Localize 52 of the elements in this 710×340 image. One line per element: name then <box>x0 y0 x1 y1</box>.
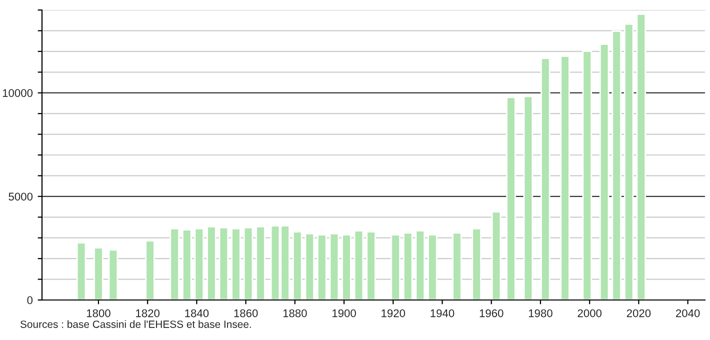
bar <box>624 23 634 300</box>
bar <box>472 228 482 300</box>
bar <box>366 231 376 300</box>
bar <box>218 227 229 300</box>
bar <box>194 228 204 300</box>
bar <box>145 240 155 300</box>
bar <box>415 230 426 300</box>
bar <box>292 231 302 300</box>
bar <box>403 232 413 300</box>
bar <box>76 242 86 300</box>
bar <box>243 227 254 300</box>
bar <box>599 43 610 300</box>
source-note: Sources : base Cassini de l'EHESS et base Insee. <box>20 320 251 328</box>
bar <box>452 232 462 300</box>
bar <box>256 226 266 300</box>
x-tick-label: 2020 <box>626 309 651 318</box>
bar <box>206 226 216 300</box>
x-tick-label: 1960 <box>480 309 504 318</box>
y-tick-label: 0 <box>27 296 33 304</box>
y-tick-label: 10000 <box>2 89 33 97</box>
bar <box>560 56 570 300</box>
x-tick-label: 1980 <box>528 309 552 318</box>
x-tick-label: 1800 <box>86 309 110 318</box>
x-tick-label: 1860 <box>234 309 258 318</box>
bar <box>506 96 516 300</box>
bar <box>428 234 438 300</box>
bar <box>329 233 340 300</box>
bar <box>612 30 622 300</box>
bar <box>540 58 550 300</box>
bar <box>182 229 192 300</box>
bar <box>636 13 646 300</box>
bar <box>523 96 534 300</box>
bar <box>342 234 352 300</box>
bar <box>231 228 241 300</box>
y-tick-label: 5000 <box>8 192 33 201</box>
bar <box>304 233 315 300</box>
bar <box>390 234 400 300</box>
bar <box>582 50 592 300</box>
x-tick-label: 1820 <box>136 309 160 318</box>
x-tick-label: 1940 <box>430 309 454 318</box>
bar <box>491 211 502 300</box>
bar <box>317 234 327 300</box>
x-tick-label: 2000 <box>578 309 602 318</box>
x-tick-label: 2040 <box>676 309 700 318</box>
x-tick-label: 1900 <box>332 309 356 318</box>
x-tick-label: 1840 <box>185 309 209 318</box>
bar <box>170 228 180 300</box>
bar <box>94 247 104 300</box>
x-tick-label: 1920 <box>382 309 406 318</box>
bar <box>354 230 364 300</box>
bar <box>108 249 118 300</box>
x-tick-label: 1880 <box>283 309 307 318</box>
